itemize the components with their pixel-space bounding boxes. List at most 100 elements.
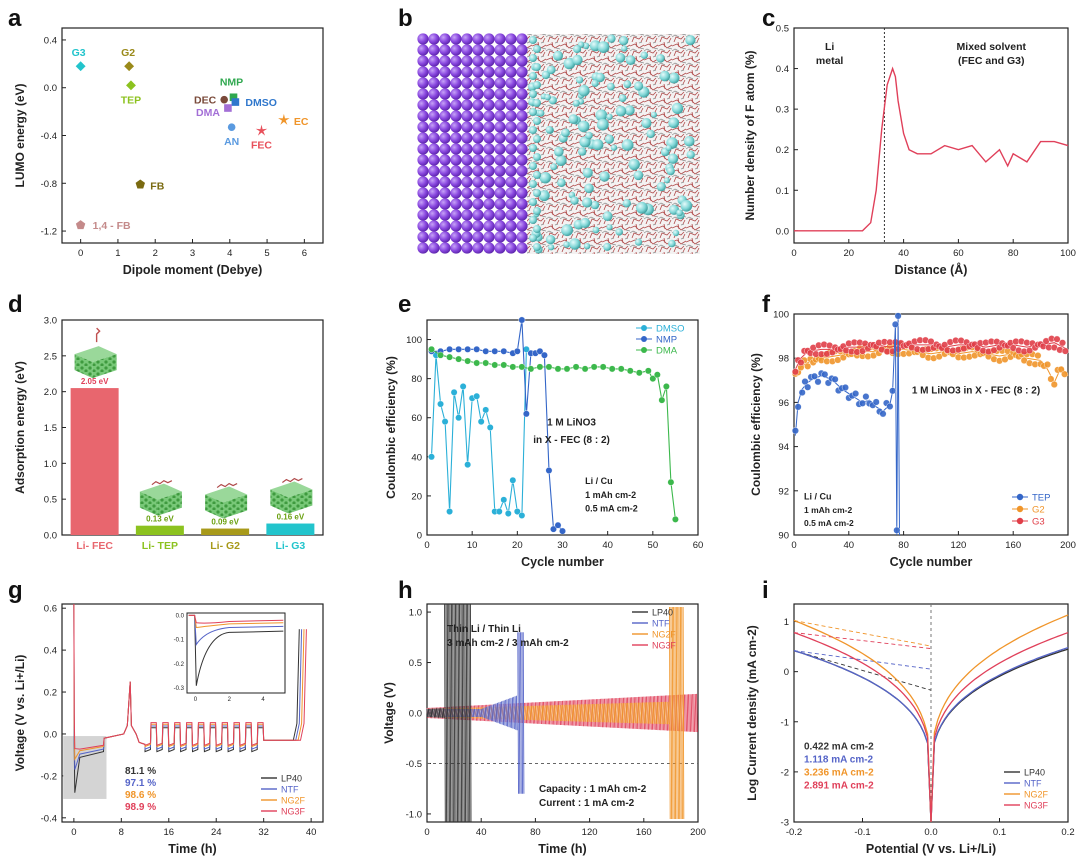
data-point (852, 390, 860, 398)
data-point (464, 461, 472, 469)
legend-label: LP40 (652, 608, 673, 618)
f-atom (633, 170, 644, 181)
li-atom (450, 44, 462, 56)
f-atom (591, 79, 599, 87)
exchange-current-label: 3.236 mA cm-2 (804, 767, 874, 778)
li-atom (428, 88, 440, 100)
li-atom (516, 209, 528, 221)
li-atom (505, 44, 517, 56)
y-tick-label: -0.8 (41, 179, 57, 190)
legend-label: NG3F (281, 807, 306, 817)
legend-label: NG3F (652, 641, 677, 651)
f-atom (666, 166, 675, 176)
x-tick-label: 80 (1008, 248, 1019, 259)
data-point-1-4-fb (75, 220, 86, 230)
x-tick-label: 5 (264, 248, 269, 259)
f-atom (553, 50, 563, 61)
data-point-g2 (124, 61, 135, 72)
f-atom (615, 228, 623, 236)
li-atom (505, 187, 517, 199)
data-point-tep (126, 80, 136, 91)
li-atom (439, 176, 451, 188)
li-atom (494, 121, 506, 133)
data-point (527, 365, 535, 373)
f-atom (656, 182, 666, 192)
y-axis-label: Coulombic efficiency (%) (749, 353, 763, 496)
legend-marker (1016, 493, 1024, 501)
y-tick-label: 0 (784, 667, 789, 678)
f-atom (636, 201, 648, 214)
f-atom-interface (529, 162, 537, 170)
li-atom (461, 77, 473, 89)
f-atom (582, 42, 590, 50)
f-atom-interface (529, 108, 537, 116)
x-tick-label: 24 (211, 827, 222, 838)
point-label: NMP (220, 76, 243, 88)
li-atom (428, 33, 440, 45)
legend-marker (641, 325, 647, 331)
f-atom (671, 102, 684, 115)
li-atom (516, 99, 528, 111)
x-tick-label: 40 (844, 540, 855, 551)
x-tick-label: 40 (898, 248, 909, 259)
x-tick-label: 0.2 (1061, 827, 1074, 838)
f-atom (602, 211, 613, 222)
annotation: 0.5 mA cm-2 (585, 504, 638, 514)
li-atom (516, 154, 528, 166)
data-point (455, 355, 463, 363)
li-atom (505, 66, 517, 78)
li-atom (472, 198, 484, 210)
li-atom (417, 242, 429, 254)
annotation-metal: metal (816, 55, 844, 67)
li-atom (516, 121, 528, 133)
annotation-fec-g3: (FEC and G3) (958, 55, 1025, 67)
li-atom (428, 154, 440, 166)
li-atom (461, 187, 473, 199)
f-atom (618, 36, 629, 46)
li-atom (428, 198, 440, 210)
point-label: TEP (121, 94, 141, 106)
f-atom (628, 158, 640, 171)
inset-frame (186, 612, 286, 694)
x-tick-label: -0.1 (854, 827, 870, 838)
annotation-mixed: Mixed solvent (957, 41, 1027, 53)
li-atom (450, 88, 462, 100)
data-point (518, 316, 526, 324)
legend-label: G2 (1032, 505, 1045, 516)
li-atom (494, 220, 506, 232)
data-point (862, 393, 870, 401)
x-tick-label: 20 (512, 540, 523, 551)
f-atom (641, 118, 652, 129)
x-axis-label: Distance (Å) (895, 262, 968, 277)
data-point (811, 372, 819, 380)
li-atom (439, 220, 451, 232)
x-axis-label: Cycle number (521, 555, 604, 569)
li-atom (417, 176, 429, 188)
f-atom (538, 190, 550, 202)
f-atom-interface (533, 153, 541, 161)
x-tick-label: 40 (476, 827, 487, 838)
y-tick-label: 0.5 (409, 658, 422, 669)
bar-value-label: 2.05 eV (81, 377, 109, 386)
molecule-adsorbate (216, 482, 238, 489)
y-tick-label: 94 (778, 442, 789, 453)
x-tick-label: 10 (467, 540, 478, 551)
annotation: 3 mAh cm-2 / 3 mAh cm-2 (447, 638, 569, 649)
li-atom (483, 143, 495, 155)
f-atom (668, 72, 680, 84)
series-line-ng3f (73, 603, 307, 750)
li-atom (417, 132, 429, 144)
li-atom (461, 99, 473, 111)
li-atom (483, 187, 495, 199)
data-point (859, 399, 867, 407)
li-atom (428, 99, 440, 111)
li-atom (461, 165, 473, 177)
panel-letter-e: e (398, 291, 411, 318)
data-point (441, 418, 449, 426)
li-atom (472, 132, 484, 144)
x-tick-label: 160 (636, 827, 652, 838)
li-atom (516, 231, 528, 243)
li-atom (505, 143, 517, 155)
li-atom (439, 187, 451, 199)
li-atom (505, 132, 517, 144)
